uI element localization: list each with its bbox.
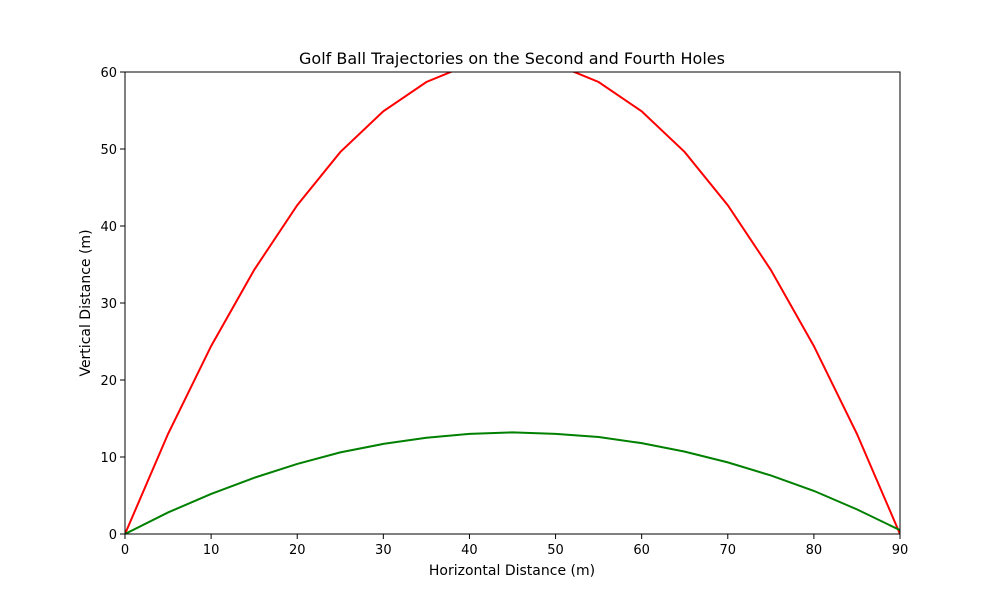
x-tick-label: 0: [121, 543, 129, 558]
y-tick-label: 60: [100, 66, 117, 81]
x-tick-label: 90: [892, 543, 909, 558]
line-series: [125, 72, 900, 534]
x-tick-label: 70: [720, 543, 737, 558]
y-tick-label: 20: [100, 374, 117, 389]
line-series: [125, 431, 900, 534]
x-tick-label: 20: [289, 543, 306, 558]
x-tick-label: 50: [547, 543, 564, 558]
y-tick-label: 40: [100, 220, 117, 235]
x-tick-label: 30: [375, 543, 392, 558]
x-axis-label: Horizontal Distance (m): [429, 563, 595, 579]
x-tick-label: 60: [633, 543, 650, 558]
x-tick-label: 10: [203, 543, 220, 558]
x-tick-label: 40: [461, 543, 478, 558]
plot-area: [125, 72, 900, 534]
y-axis-label: Vertical Distance (m): [78, 229, 94, 376]
chart-title: Golf Ball Trajectories on the Second and…: [299, 49, 725, 68]
y-tick-label: 30: [100, 297, 117, 312]
y-tick-label: 50: [100, 143, 117, 158]
x-tick-label: 80: [806, 543, 823, 558]
y-tick-label: 10: [100, 451, 117, 466]
y-tick-label: 0: [109, 528, 117, 543]
